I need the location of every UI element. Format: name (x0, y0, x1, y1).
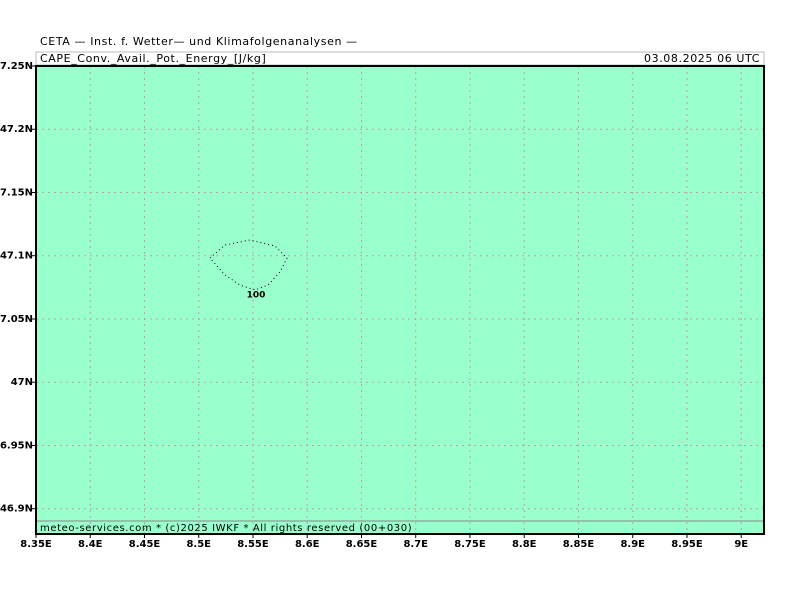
x-tick-label: 8.65E (346, 539, 378, 550)
x-tick-label: 8.55E (237, 539, 269, 550)
y-tick-label: 47N (11, 377, 33, 388)
x-tick-label: 8.75E (454, 539, 486, 550)
x-tick-label: 8.9E (620, 539, 645, 550)
x-tick-label: 8.35E (20, 539, 52, 550)
y-tick-label: 47.1N (0, 251, 33, 262)
y-tick-label: 47.2N (0, 124, 33, 135)
x-tick-label: 8.8E (512, 539, 537, 550)
y-tick-label: 46.9N (0, 504, 33, 515)
y-tick-label: 47.05N (0, 314, 33, 325)
subtitle: CAPE_Conv._Avail._Pot._Energy_[J/kg] (40, 52, 266, 65)
plot-area (36, 66, 764, 534)
credit: meteo-services.com * (c)2025 IWKF * All … (40, 523, 412, 534)
date: 03.08.2025 06 UTC (644, 52, 760, 65)
contour-label: 100 (247, 291, 266, 301)
y-tick-label: 47.25N (0, 61, 33, 72)
x-tick-label: 8.5E (186, 539, 211, 550)
x-tick-label: 8.95E (671, 539, 703, 550)
x-tick-label: 8.45E (129, 539, 161, 550)
x-tick-label: 8.4E (78, 539, 103, 550)
x-tick-label: 9E (734, 539, 748, 550)
title: CETA — Inst. f. Wetter— und Klimafolgena… (40, 35, 358, 48)
y-tick-label: 46.95N (0, 440, 33, 451)
x-tick-label: 8.7E (403, 539, 428, 550)
contour-line (209, 239, 288, 291)
plot-frame (35, 65, 765, 535)
y-tick-label: 47.15N (0, 187, 33, 198)
x-tick-label: 8.85E (563, 539, 595, 550)
x-tick-label: 8.6E (295, 539, 320, 550)
